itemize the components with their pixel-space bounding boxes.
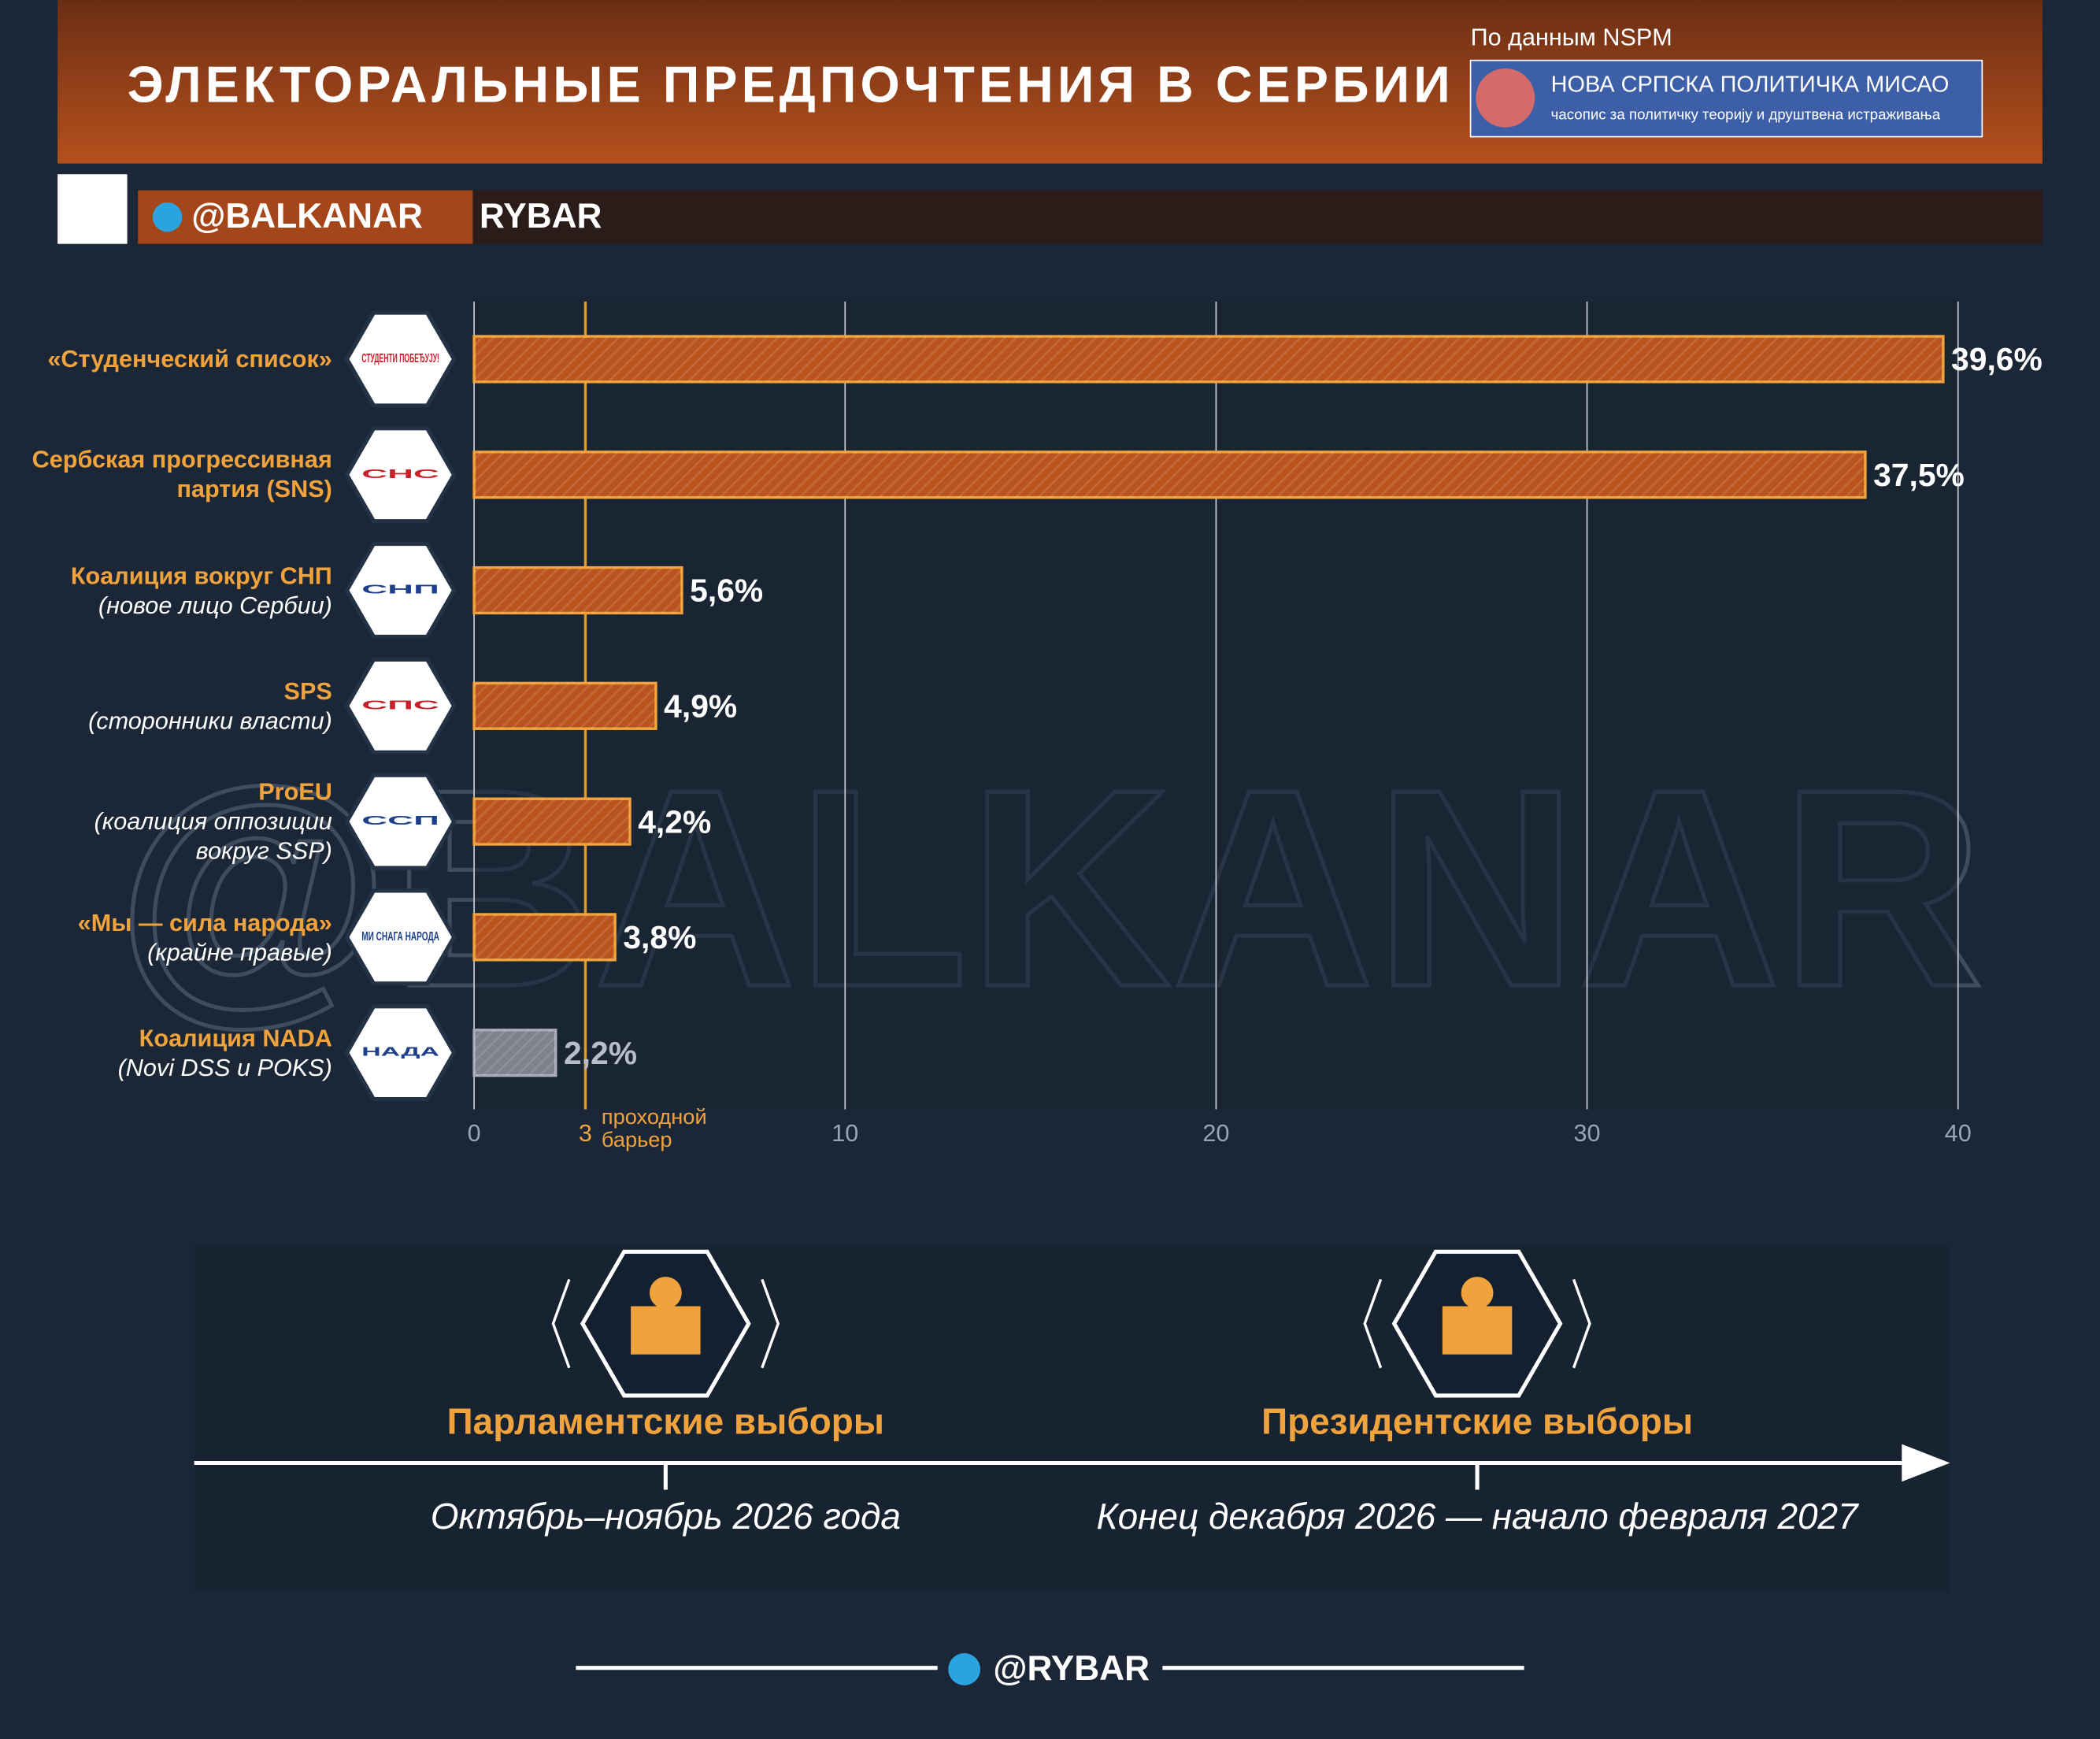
category-box: «Мы — сила народа»(крайне правые)	[27, 877, 332, 997]
event-icon	[1442, 1306, 1513, 1355]
event-icon-chevron	[1572, 1278, 1591, 1369]
category-box: ProEU(коалиция оппозиции вокруг SSP)	[27, 762, 332, 882]
brand: RYBAR	[480, 197, 602, 235]
category: ProEU (коалиция оппозиции вокруг SSP)	[27, 762, 332, 882]
event-date: Конец декабря 2026 — начало февраля 2027	[1097, 1496, 1859, 1537]
source-logo-name: НОВА СРПСКА ПОЛИТИЧКА МИСАО	[1551, 72, 1950, 98]
party-logo	[344, 426, 457, 524]
party-logo	[344, 542, 457, 640]
category-note: (крайне правые)	[147, 938, 332, 966]
category-box: Сербская прогрессивная партия (SNS)	[27, 414, 332, 535]
category-note: (сторонники власти)	[88, 707, 332, 735]
value-label: 4,2%	[638, 803, 711, 840]
event-icon	[1461, 1277, 1494, 1309]
bar-hatch	[474, 799, 630, 845]
bar-hatch	[474, 1029, 556, 1076]
x-tick-label: 30	[1574, 1120, 1601, 1147]
x-tick-label: 20	[1202, 1120, 1229, 1147]
party-logo-text: НАДА	[361, 1046, 439, 1059]
timeline-arrow	[1902, 1444, 1950, 1482]
x-tick-label: 10	[831, 1120, 858, 1147]
threshold-value: 3	[579, 1120, 592, 1147]
event-title: Парламентские выборы	[447, 1400, 884, 1441]
party-logo	[344, 888, 457, 986]
party-logo	[344, 1004, 457, 1102]
handle-bar-accent	[138, 190, 473, 244]
telegram-icon	[152, 202, 183, 232]
source-logo-emblem	[1476, 68, 1535, 128]
x-tick-label: 0	[468, 1120, 481, 1147]
category: Сербская прогрессивная партия (SNS)	[27, 414, 332, 535]
party-logo-text: СНС	[361, 468, 439, 481]
threshold-label-box: проходной барьер	[601, 1107, 707, 1152]
value-label: 3,8%	[623, 919, 696, 955]
source-logo-tagline: часопис за политичку теорију и друштвена…	[1551, 106, 1941, 122]
value-label: 2,2%	[564, 1035, 637, 1071]
category-name: ProEU	[258, 778, 332, 806]
category-note: (новое лицо Сербии)	[98, 591, 332, 619]
value-label: 37,5%	[1873, 457, 1965, 493]
value-label: 39,6%	[1951, 341, 2043, 377]
title: ЭЛЕКТОРАЛЬНЫЕ ПРЕДПОЧТЕНИЯ В СЕРБИИ	[128, 55, 1454, 113]
event-title: Президентские выборы	[1261, 1400, 1693, 1441]
party-logo-text: СТУДЕНТИ ПОБЕЂУЈУ!	[361, 352, 439, 365]
category-name: «Мы — сила народа»	[77, 909, 332, 936]
party-logo-text: ССП	[361, 814, 439, 828]
event-icon-chevron	[761, 1278, 780, 1369]
event-icon-chevron	[1363, 1278, 1383, 1369]
party-logo-text: МИ СНАГА НАРОДА	[361, 930, 439, 944]
party-logo	[344, 657, 457, 755]
event-icon	[631, 1306, 701, 1355]
category-note: (Novi DSS и POKS)	[117, 1054, 332, 1081]
value-label: 4,9%	[664, 688, 737, 725]
party-logo	[344, 773, 457, 870]
category: «Мы — сила народа» (крайне правые)	[27, 877, 332, 997]
category-name: SPS	[283, 677, 332, 705]
handle: @BALKANAR	[191, 197, 423, 235]
event-icon	[649, 1277, 682, 1309]
source-logo	[1469, 59, 1983, 138]
source: По данным NSPM	[1471, 24, 1672, 51]
category: Коалиция NADA (Novi DSS и POKS)	[27, 992, 332, 1113]
category-name: Коалиция NADA	[139, 1024, 332, 1051]
category-box: Коалиция NADA (Novi DSS и POKS)	[27, 992, 332, 1113]
footer-handle: @RYBAR	[993, 1649, 1150, 1688]
value-label: 5,6%	[690, 573, 763, 609]
bar-hatch	[474, 451, 1865, 498]
party-logo-text: СНП	[361, 584, 439, 597]
category-box: SPS(сторонники власти)	[27, 646, 332, 766]
threshold-label: проходной барьер	[601, 1107, 707, 1152]
category: SPS (сторонники власти)	[27, 646, 332, 766]
telegram-icon	[948, 1653, 981, 1685]
category: «Студенческий список»	[27, 298, 332, 419]
x-tick-label: 40	[1945, 1120, 1972, 1147]
category-name: Сербская прогрессивная партия (SNS)	[31, 447, 332, 503]
party-logo	[344, 310, 457, 408]
category-name: Коалиция вокруг СНП	[70, 562, 332, 589]
category-name: «Студенческий список»	[47, 345, 332, 373]
party-logo-text: СПС	[361, 699, 439, 712]
bar-hatch	[474, 567, 682, 614]
event-icon-chevron	[551, 1278, 571, 1369]
category-box: «Студенческий список»	[27, 298, 332, 419]
category-note: (коалиция оппозиции вокруг SSP)	[94, 808, 332, 865]
bar-hatch	[474, 683, 656, 729]
bar-hatch	[474, 914, 616, 960]
category-box: Коалиция вокруг СНП(новое лицо Сербии)	[27, 530, 332, 651]
qr-code	[57, 174, 128, 244]
category: Коалиция вокруг СНП (новое лицо Сербии)	[27, 530, 332, 651]
timeline-panel	[194, 1245, 1949, 1592]
event-date: Октябрь–ноябрь 2026 года	[431, 1496, 901, 1537]
bar-hatch	[474, 336, 1943, 382]
